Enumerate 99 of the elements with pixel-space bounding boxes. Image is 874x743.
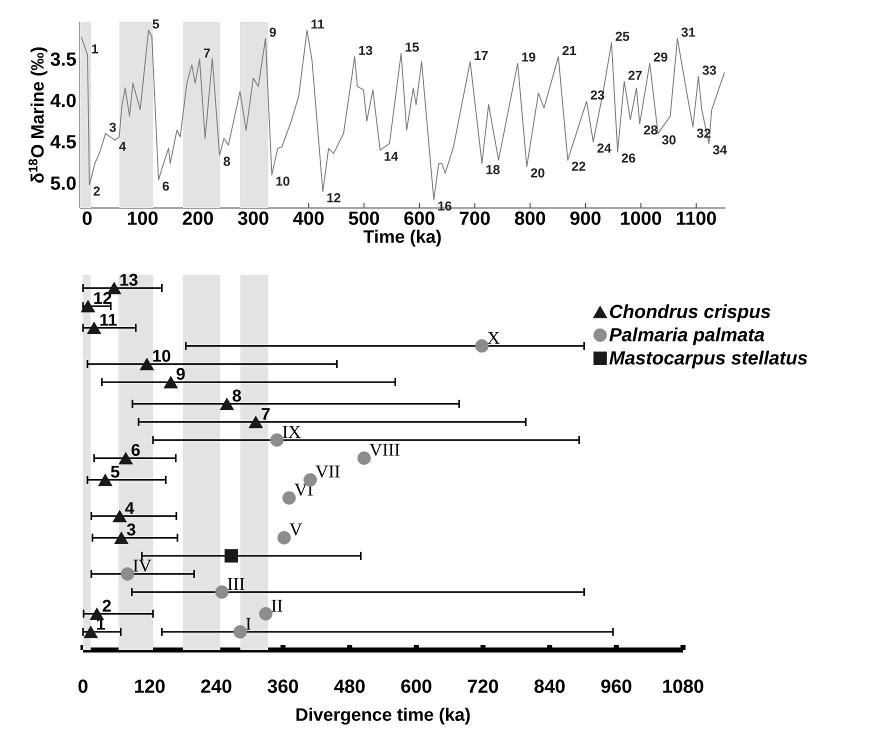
annotation: 10 [276,176,290,186]
point [220,398,234,410]
annotation: 30 [662,135,676,144]
annotation: 5 [110,466,120,478]
legend-label: Palmaria palmata [609,327,764,346]
x-tick-label: 0 [82,212,92,225]
annotation: 6 [132,444,140,456]
x-tick-label: 600 [401,680,432,693]
y-tick-label: 3.5 [50,52,76,66]
x-axis-title: Time (ka) [364,230,441,246]
point [80,300,96,312]
annotation: 33 [702,66,716,75]
annotation: 20 [530,168,544,178]
x-tick-label: 100 [128,212,158,225]
annotation: 7 [204,48,210,58]
point [140,358,154,370]
annotation: 34 [712,145,727,154]
x-tick-label: 200 [182,212,213,225]
annotation: 10 [153,350,170,362]
annotation: 25 [616,32,630,41]
annotation: 1 [92,44,98,54]
annotation: 2 [94,186,100,196]
x-tick-label: 1080 [663,680,704,693]
annotation: V [290,524,302,536]
annotation: 19 [522,52,536,62]
point [118,452,133,464]
annotation: VIII [370,444,400,456]
annotation: 18 [486,165,500,174]
annotation: 11 [312,20,324,29]
annotation: VII [316,466,340,478]
point [357,451,371,465]
annotation: 9 [270,28,276,37]
x-tick-label: 960 [601,680,632,693]
y-axis-title: δ$^{18}$O Marine (‰) [28,47,48,183]
x-tick-label: 840 [534,680,565,693]
x-tick-label: 1100 [676,212,716,225]
x-tick-label: 1000 [620,212,662,225]
x-tick-label: 120 [135,680,165,693]
annotation: 11 [100,314,117,326]
x-tick-label: 240 [201,680,232,693]
annotation: 12 [327,193,340,202]
point [475,339,489,353]
annotation: 26 [622,153,636,163]
annotation: 22 [572,162,586,171]
x-tick-label: 800 [514,212,546,225]
annotation: 5 [152,20,160,29]
x-tick-label: 900 [570,212,600,225]
legend-label: Mastocarpus stellatus [609,350,808,368]
point [90,608,104,620]
annotation: 3 [109,122,116,132]
y-tick-label: 4.0 [50,94,76,108]
annotation: 17 [474,51,488,60]
legend-label: Chondrus crispus [610,304,770,322]
point [282,491,296,505]
annotation: 8 [224,156,230,166]
point [86,322,102,334]
point [114,532,128,544]
annotation: 8 [232,390,242,402]
annotation: 13 [359,46,372,55]
annotation: 27 [628,70,642,80]
annotation: 2 [102,600,111,612]
x-axis-title: Divergence time (ka) [296,708,470,725]
x-tick-label: 600 [404,212,434,225]
annotation: 4 [125,502,134,514]
y-tick-label: 4.5 [50,135,76,148]
annotation: 3 [126,524,136,536]
line-series [80,30,725,200]
annotation: II [272,600,282,612]
point [270,433,284,447]
point [98,474,112,486]
x-tick-label: 500 [348,212,380,225]
point [112,510,127,522]
x-tick-label: 720 [468,680,498,693]
annotation: 14 [384,152,398,161]
x-tick-label: 480 [334,680,365,693]
x-tick-label: 400 [293,212,324,225]
annotation: 29 [654,52,668,62]
x-tick-label: 300 [238,212,268,225]
point [120,567,134,581]
x-tick-label: 700 [460,212,490,225]
point [224,549,238,563]
annotation: 28 [644,125,658,135]
annotation: IX [282,426,301,438]
annotation: 9 [176,368,185,380]
annotation: 13 [120,274,138,286]
annotation: III [228,578,244,590]
annotation: 24 [597,144,612,153]
annotation: 4 [119,142,126,151]
annotation: IV [133,560,152,572]
annotation: 31 [681,28,696,37]
annotation: 15 [406,42,419,52]
point [277,531,291,544]
point [164,376,178,388]
x-tick-label: 0 [78,680,88,693]
x-tick-label: 360 [268,680,298,693]
annotation: X [487,332,500,344]
annotation: 6 [162,182,169,191]
y-tick-label: 5.0 [50,176,76,190]
annotation: 21 [562,46,576,56]
